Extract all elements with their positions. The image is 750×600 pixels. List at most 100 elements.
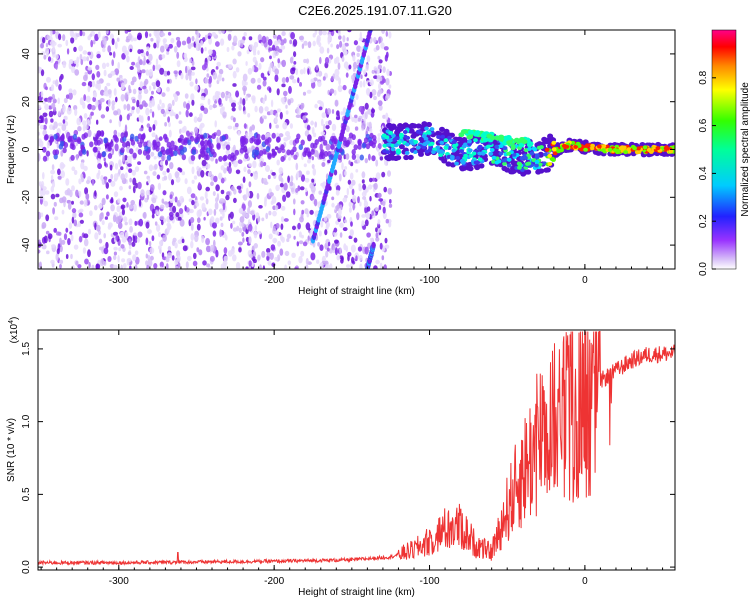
low-freq-noise-blob: [277, 147, 282, 154]
noise-blob: [324, 57, 330, 65]
noise-blob: [168, 121, 171, 128]
low-freq-noise-blob: [203, 132, 208, 139]
noise-blob: [61, 124, 67, 131]
signal-core: [526, 153, 532, 158]
noise-blob: [45, 42, 49, 48]
noise-blob: [120, 173, 126, 181]
noise-blob: [136, 237, 140, 243]
noise-blob: [75, 33, 81, 38]
noise-blob: [120, 82, 125, 91]
low-freq-noise-blob: [120, 132, 125, 139]
noise-blob: [121, 236, 127, 243]
signal-branch: [467, 134, 474, 140]
noise-blob: [369, 91, 373, 99]
signal-core: [473, 160, 479, 165]
low-freq-noise-blob: [72, 133, 78, 140]
noise-blob: [364, 219, 369, 227]
noise-blob: [59, 264, 62, 269]
noise-blob: [183, 52, 188, 59]
y-tick-label: 0.5: [21, 487, 32, 501]
noise-blob: [195, 37, 200, 45]
noise-blob: [349, 172, 354, 180]
signal-core: [463, 153, 469, 158]
noise-blob: [364, 205, 369, 214]
noise-blob: [347, 254, 350, 262]
noise-blob: [107, 256, 112, 262]
noise-blob: [327, 241, 331, 247]
noise-blob: [189, 112, 193, 117]
signal-halo: [442, 131, 449, 137]
noise-blob: [92, 91, 98, 98]
low-freq-noise-blob: [256, 133, 261, 140]
noise-blob: [91, 80, 96, 88]
signal-halo: [445, 161, 452, 167]
noise-blob: [369, 79, 374, 86]
noise-blob: [238, 247, 242, 253]
noise-blob: [231, 102, 236, 108]
signal-core: [573, 144, 578, 149]
noise-blob: [220, 263, 225, 269]
noise-blob: [212, 222, 217, 229]
noise-blob: [284, 250, 290, 257]
low-freq-noise-blob: [371, 142, 376, 149]
noise-blob: [267, 174, 271, 180]
low-freq-noise-blob: [78, 150, 83, 157]
low-freq-noise-blob: [172, 144, 177, 151]
noise-blob: [163, 201, 169, 205]
noise-blob: [171, 99, 175, 106]
noise-blob: [350, 161, 354, 167]
noise-blob: [122, 263, 127, 269]
noise-blob: [219, 229, 223, 238]
noise-blob: [380, 42, 385, 49]
noise-blob: [385, 218, 389, 224]
noise-blob: [43, 54, 47, 60]
noise-blob: [290, 175, 294, 182]
noise-blob: [112, 264, 118, 269]
signal-core: [443, 138, 449, 143]
noise-blob: [123, 104, 127, 111]
noise-blob: [306, 89, 312, 94]
noise-blob: [346, 187, 349, 196]
noise-blob: [87, 129, 92, 138]
noise-blob: [382, 201, 386, 206]
noise-blob: [65, 227, 69, 233]
low-freq-noise-blob: [258, 150, 264, 156]
low-freq-noise-blob: [93, 139, 99, 146]
noise-blob: [377, 100, 383, 106]
noise-blob: [160, 108, 165, 114]
noise-blob: [147, 229, 152, 235]
noise-blob: [389, 199, 392, 204]
noise-blob: [38, 111, 41, 117]
noise-blob: [129, 48, 133, 53]
noise-blob: [107, 73, 113, 78]
noise-blob: [194, 234, 199, 243]
low-freq-noise-blob: [264, 139, 269, 145]
noise-blob: [65, 254, 69, 259]
noise-blob: [86, 119, 90, 124]
signal-core: [396, 150, 402, 155]
noise-blob: [225, 149, 230, 156]
noise-blob: [325, 143, 331, 151]
noise-blob: [137, 32, 143, 40]
noise-blob: [265, 132, 271, 138]
noise-blob: [252, 251, 257, 257]
noise-blob: [233, 117, 236, 123]
noise-blob: [127, 30, 132, 33]
noise-blob: [103, 157, 106, 162]
noise-blob: [343, 243, 347, 251]
noise-blob: [257, 77, 262, 84]
signal-core: [409, 148, 415, 153]
signal-core: [547, 162, 553, 166]
low-freq-noise-blob: [89, 141, 94, 148]
noise-blob: [376, 147, 380, 152]
signal-core: [516, 161, 522, 166]
noise-blob: [145, 237, 149, 246]
noise-blob: [126, 103, 131, 112]
noise-blob: [235, 67, 240, 73]
noise-blob: [252, 56, 257, 63]
noise-blob: [151, 197, 157, 204]
noise-blob: [352, 202, 356, 211]
noise-blob: [153, 263, 158, 269]
noise-blob: [344, 170, 347, 176]
